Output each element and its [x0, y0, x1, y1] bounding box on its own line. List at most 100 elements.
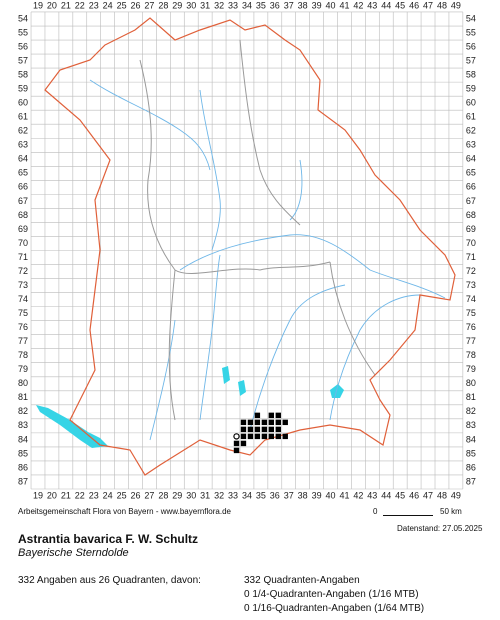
column-label: 43 [367, 0, 377, 10]
row-label: 74 [466, 294, 476, 304]
column-label: 31 [200, 490, 210, 500]
column-label: 26 [131, 490, 141, 500]
river [199, 89, 221, 251]
column-label: 22 [75, 0, 85, 10]
district-borders [139, 39, 376, 421]
row-label: 64 [466, 154, 476, 164]
column-label: 48 [437, 490, 447, 500]
column-label: 19 [33, 490, 43, 500]
column-label: 37 [284, 0, 294, 10]
row-label: 79 [18, 364, 28, 374]
row-label: 60 [466, 98, 476, 108]
occurrence [240, 433, 247, 440]
row-label: 65 [466, 168, 476, 178]
row-label: 72 [18, 266, 28, 276]
scale-end: 50 km [440, 507, 462, 516]
occurrence [233, 440, 240, 447]
column-label: 48 [437, 0, 447, 10]
column-label: 35 [256, 0, 266, 10]
column-label: 49 [451, 0, 461, 10]
row-label: 56 [466, 41, 476, 51]
row-label: 87 [466, 476, 476, 486]
occurrence [240, 419, 247, 426]
column-label: 40 [326, 0, 336, 10]
row-label: 70 [466, 238, 476, 248]
river [199, 254, 221, 421]
column-label: 21 [61, 0, 71, 10]
column-label: 47 [423, 490, 433, 500]
column-label: 44 [381, 0, 391, 10]
column-label: 44 [381, 490, 391, 500]
row-label: 68 [466, 210, 476, 220]
scale-bar [383, 515, 433, 516]
column-label: 47 [423, 0, 433, 10]
column-label: 21 [61, 490, 71, 500]
occurrence [240, 440, 247, 447]
row-label: 87 [18, 476, 28, 486]
column-label: 38 [298, 490, 308, 500]
column-label: 46 [409, 0, 419, 10]
lake [330, 384, 344, 398]
river [329, 294, 421, 421]
column-label: 41 [339, 490, 349, 500]
column-label: 41 [339, 0, 349, 10]
row-label: 83 [466, 420, 476, 430]
column-label: 24 [103, 490, 113, 500]
row-label: 65 [18, 168, 28, 178]
row-label: 68 [18, 210, 28, 220]
river [149, 319, 176, 441]
row-label: 59 [466, 84, 476, 94]
row-label: 57 [466, 55, 476, 65]
row-label: 55 [18, 27, 28, 37]
row-label: 69 [466, 224, 476, 234]
occurrence [254, 426, 261, 433]
river [289, 159, 303, 221]
occurrence [268, 433, 275, 440]
occurrence [282, 433, 288, 440]
row-label: 55 [466, 27, 476, 37]
column-label: 32 [214, 490, 224, 500]
column-label: 40 [326, 490, 336, 500]
border [168, 269, 176, 421]
row-label: 73 [466, 280, 476, 290]
row-label: 66 [466, 182, 476, 192]
column-label: 33 [228, 0, 238, 10]
occurrence [247, 426, 254, 433]
column-label: 22 [75, 490, 85, 500]
row-label: 59 [18, 84, 28, 94]
row-label: 64 [18, 154, 28, 164]
column-label: 20 [47, 490, 57, 500]
source: Arbeitsgemeinschaft Flora von Bayern - w… [18, 507, 231, 516]
lake [222, 366, 230, 384]
column-label: 19 [33, 0, 43, 10]
column-label: 24 [103, 0, 113, 10]
row-label: 84 [466, 434, 476, 444]
column-label: 25 [117, 0, 127, 10]
column-label: 26 [131, 0, 141, 10]
row-label: 62 [18, 126, 28, 136]
date: Datenstand: 27.05.2025 [397, 524, 483, 533]
row-label: 75 [466, 308, 476, 318]
row-label: 54 [18, 13, 28, 23]
row-label: 85 [466, 448, 476, 458]
column-label: 28 [158, 0, 168, 10]
column-label: 35 [256, 490, 266, 500]
row-label: 69 [18, 224, 28, 234]
row-label: 56 [18, 41, 28, 51]
row-label: 80 [18, 378, 28, 388]
row-label: 80 [466, 378, 476, 388]
row-label: 67 [466, 196, 476, 206]
river [249, 284, 346, 431]
column-label: 36 [270, 490, 280, 500]
column-label: 23 [89, 0, 99, 10]
row-label: 84 [18, 434, 28, 444]
row-label: 81 [466, 392, 476, 402]
row-label: 61 [466, 112, 476, 122]
column-label: 34 [242, 490, 252, 500]
row-label: 82 [466, 406, 476, 416]
row-label: 63 [466, 140, 476, 150]
row-label: 86 [18, 462, 28, 472]
occurrence [254, 433, 261, 440]
row-label: 78 [466, 350, 476, 360]
column-label: 29 [172, 0, 182, 10]
